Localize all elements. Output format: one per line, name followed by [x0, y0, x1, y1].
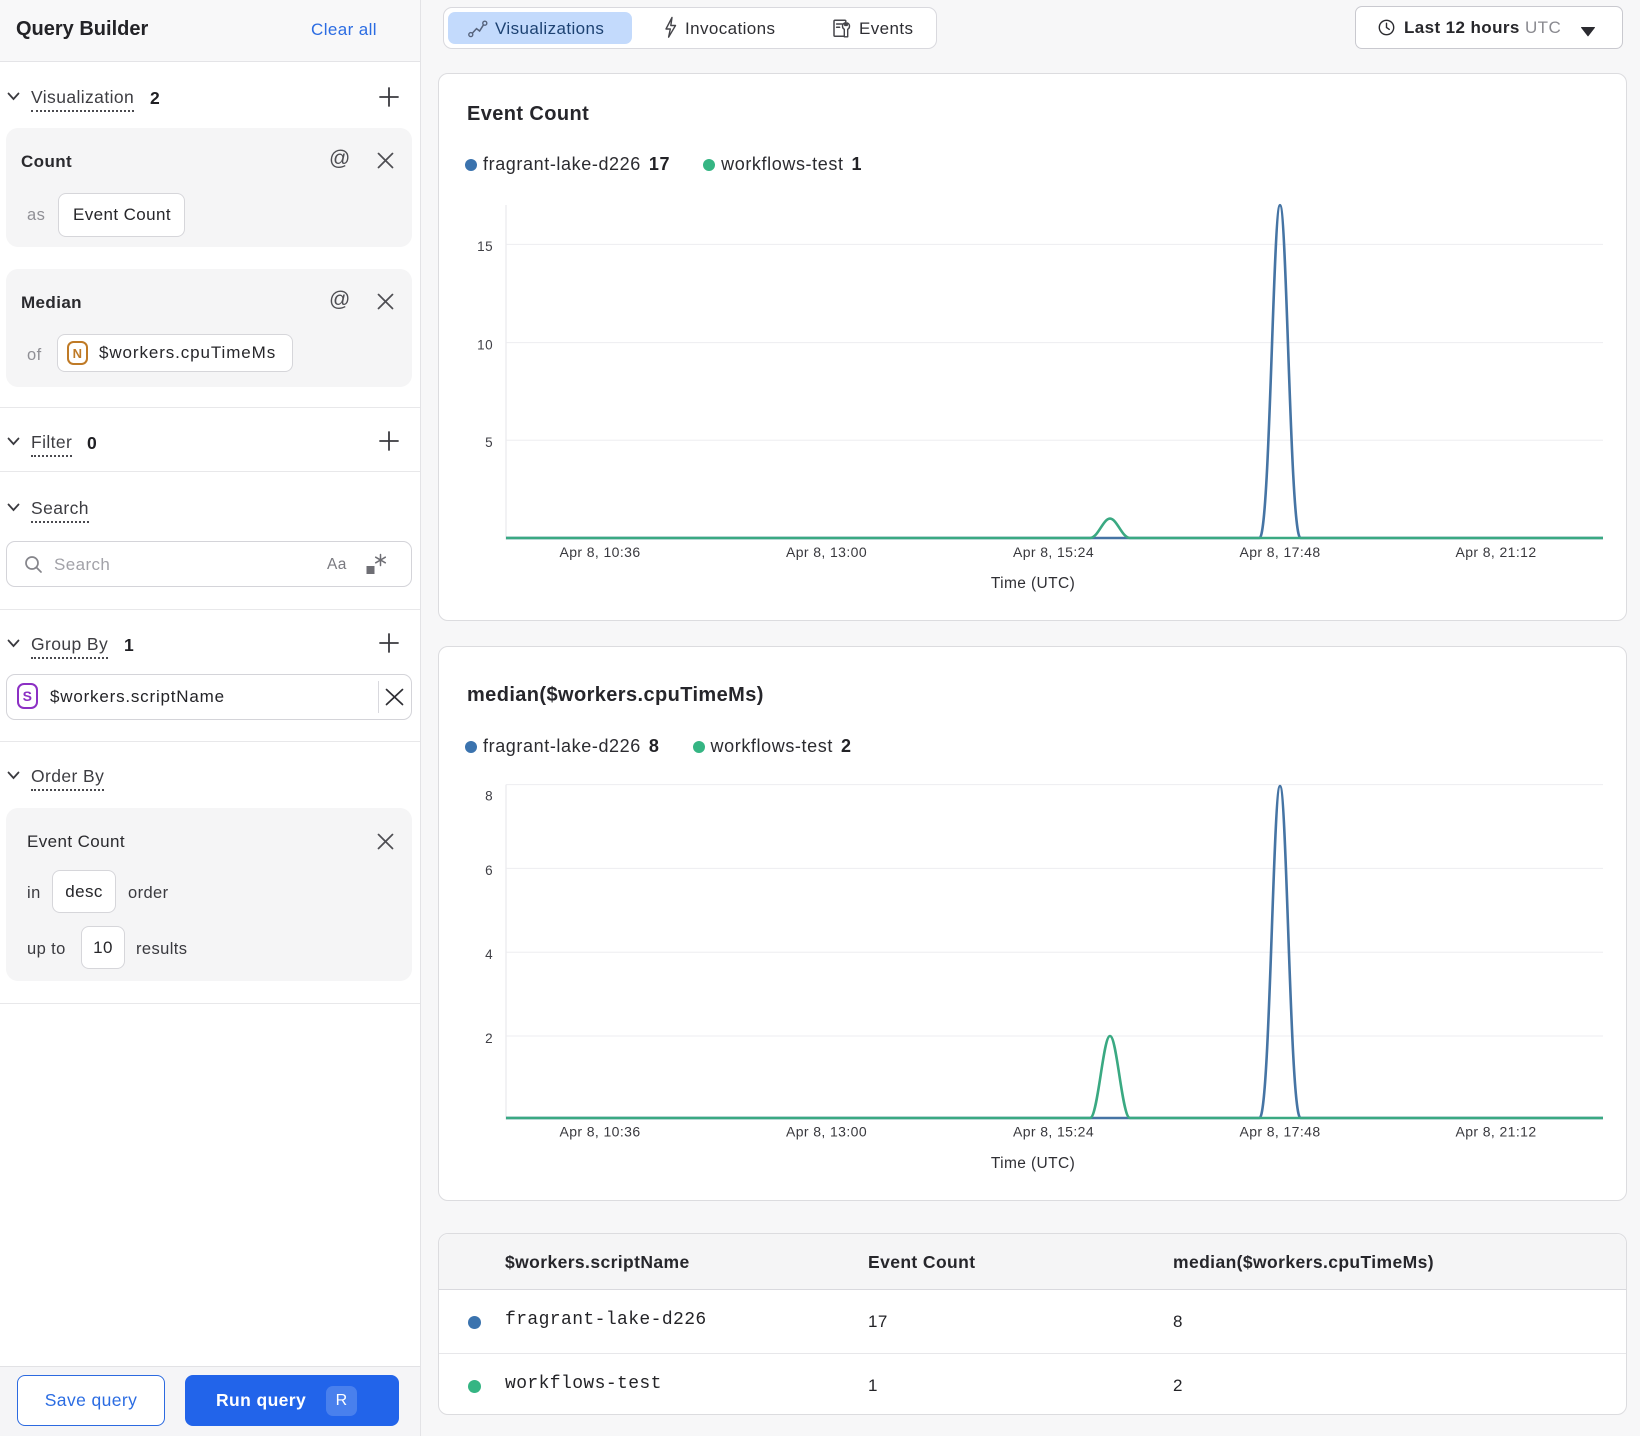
- svg-text:Apr 8, 13:00: Apr 8, 13:00: [786, 544, 867, 560]
- svg-text:4: 4: [485, 947, 493, 962]
- svg-text:Apr 8, 17:48: Apr 8, 17:48: [1239, 544, 1320, 560]
- svg-text:Apr 8, 15:24: Apr 8, 15:24: [1013, 1124, 1094, 1140]
- svg-text:2: 2: [485, 1031, 493, 1046]
- svg-text:Apr 8, 21:12: Apr 8, 21:12: [1455, 1124, 1536, 1140]
- svg-text:10: 10: [477, 337, 493, 352]
- svg-text:Apr 8, 10:36: Apr 8, 10:36: [559, 1124, 640, 1140]
- svg-text:Apr 8, 15:24: Apr 8, 15:24: [1013, 544, 1094, 560]
- svg-text:Apr 8, 10:36: Apr 8, 10:36: [559, 544, 640, 560]
- svg-text:Apr 8, 13:00: Apr 8, 13:00: [786, 1124, 867, 1140]
- svg-text:6: 6: [485, 863, 493, 878]
- svg-text:Apr 8, 17:48: Apr 8, 17:48: [1239, 1124, 1320, 1140]
- svg-text:8: 8: [485, 789, 493, 804]
- svg-text:Time (UTC): Time (UTC): [991, 575, 1075, 592]
- svg-text:Apr 8, 21:12: Apr 8, 21:12: [1455, 544, 1536, 560]
- svg-text:15: 15: [477, 239, 493, 254]
- svg-text:Time (UTC): Time (UTC): [991, 1155, 1075, 1172]
- svg-text:5: 5: [485, 435, 493, 450]
